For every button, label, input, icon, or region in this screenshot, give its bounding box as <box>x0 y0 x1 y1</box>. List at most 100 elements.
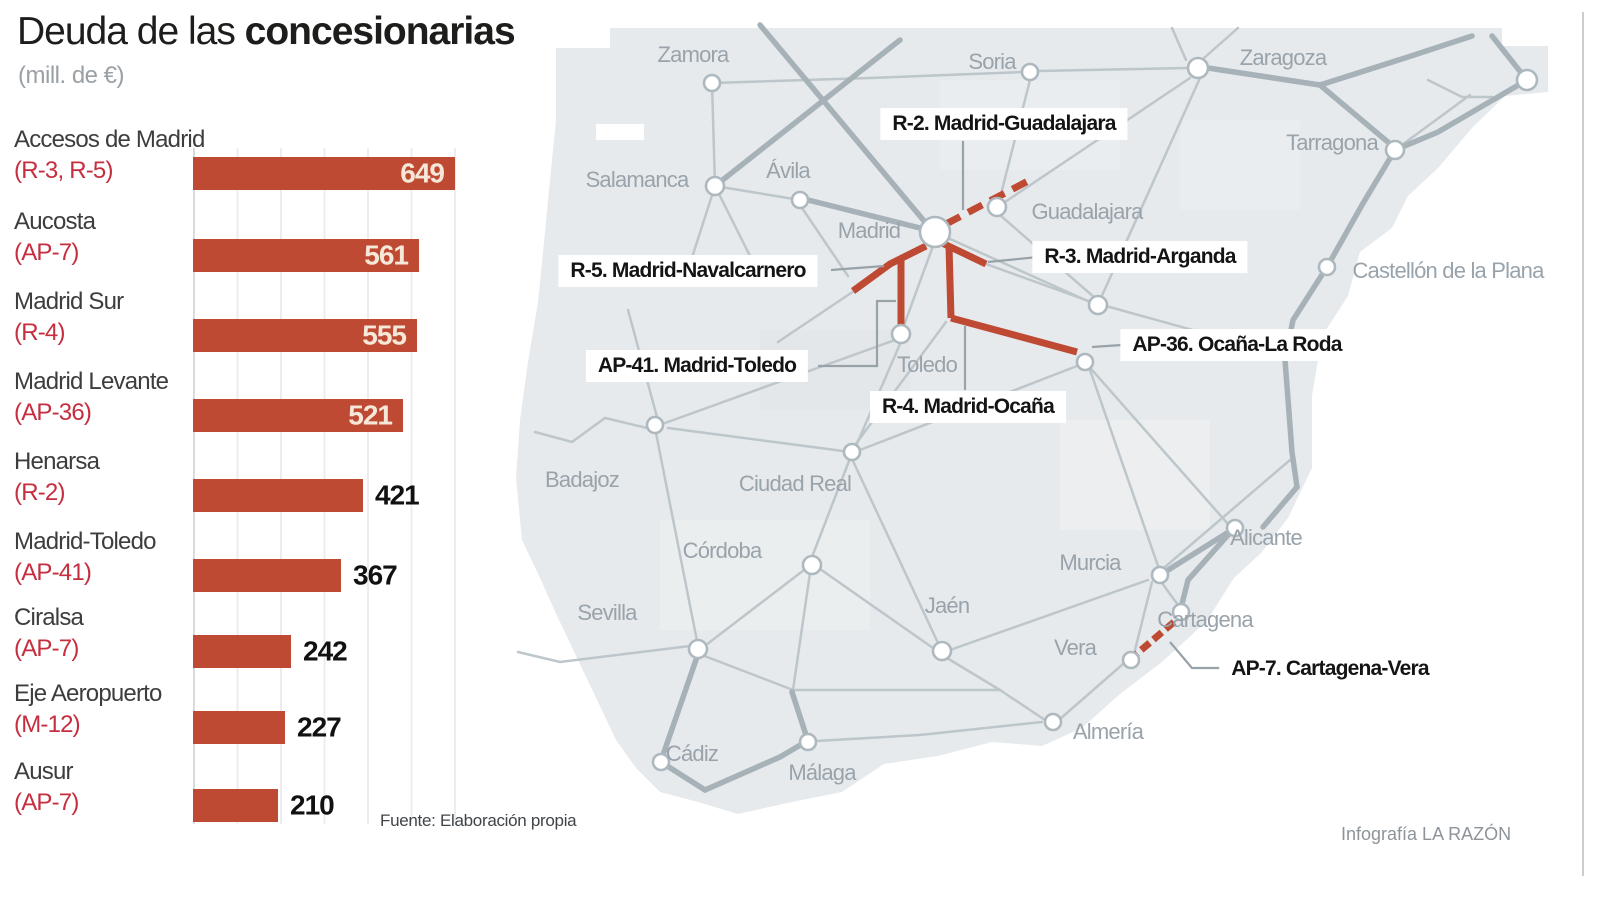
map-highway-label: R-4. Madrid-Ocaña <box>870 391 1066 423</box>
city-node <box>1075 352 1095 372</box>
toll-road-r5 <box>850 242 928 294</box>
city-node <box>1515 68 1539 92</box>
bar: 521 <box>193 399 403 432</box>
city-node <box>1087 294 1109 316</box>
category-code: (R-3, R-5) <box>14 157 113 184</box>
map-city-label: Ávila <box>766 158 810 183</box>
bar: 561 <box>193 239 419 272</box>
bar-row: Madrid Levante (AP-36) 521 <box>14 366 534 438</box>
map-city-label: Zamora <box>657 42 730 67</box>
city-node <box>645 415 665 435</box>
title-regular: Deuda de las <box>17 10 245 53</box>
bar: 367 <box>193 559 398 592</box>
bar: 555 <box>193 319 417 352</box>
map-city-label: Cartagena <box>1157 607 1253 632</box>
toll-road-r2 <box>944 177 1030 228</box>
category-name: Madrid-Toledo <box>14 528 156 555</box>
toll-road-r4 <box>945 245 955 319</box>
city-node <box>1020 62 1040 82</box>
map-city-label: Cádiz <box>665 741 719 766</box>
bar-value: 649 <box>400 156 445 188</box>
city-node <box>890 323 912 345</box>
city-node <box>651 752 671 772</box>
category-name: Ciralsa <box>14 604 84 631</box>
credit-note: Infografía LA RAZÓN <box>1341 824 1512 844</box>
map-city-label: Sevilla <box>577 600 637 625</box>
city-node <box>1384 139 1406 161</box>
map-city-label: Alicante <box>1230 525 1303 550</box>
bar-row: Aucosta (AP-7) 561 <box>14 206 534 278</box>
map-highway-label: AP-36. Ocaña-La Roda <box>1120 329 1354 361</box>
title-bold: concesionarias <box>244 10 516 53</box>
city-node <box>702 73 722 93</box>
bar: 227 <box>193 711 342 744</box>
bar-row: Accesos de Madrid (R-3, R-5) 649 <box>14 124 534 196</box>
map-city-label: Córdoba <box>682 538 763 563</box>
city-node <box>986 196 1008 218</box>
map-city-label: Castellón de la Plana <box>1352 258 1544 283</box>
bar: 242 <box>193 635 348 668</box>
bar-row: Madrid Sur (R-4) 555 <box>14 286 534 358</box>
bar-row: Madrid-Toledo (AP-41) 367 <box>14 526 534 598</box>
map-city-label: Guadalajara <box>1031 199 1143 224</box>
map-city-label: Vera <box>1053 635 1097 660</box>
category-name: Eje Aeropuerto <box>14 680 162 707</box>
label-leader-lines <box>818 141 1227 670</box>
main-road-network <box>658 22 1530 794</box>
map-highway-label: R-5. Madrid-Navalcarnero <box>558 255 818 287</box>
category-code: (AP-41) <box>14 559 92 586</box>
map-city-label: Ciudad Real <box>738 471 852 496</box>
bar-value: 210 <box>290 788 335 820</box>
bar-value: 521 <box>348 398 393 430</box>
city-node-madrid <box>918 215 952 249</box>
map-highway-label: R-3. Madrid-Arganda <box>1032 241 1248 273</box>
toll-road-ap7 <box>1130 619 1177 660</box>
bar-value: 561 <box>364 238 409 270</box>
city-nodes <box>645 56 1539 772</box>
map-city-label: Zaragoza <box>1239 45 1327 70</box>
category-code: (AP-7) <box>14 635 79 662</box>
bar-value: 367 <box>353 558 398 590</box>
category-code: (M-12) <box>14 711 81 738</box>
bar: 421 <box>193 479 420 512</box>
bar-value: 227 <box>297 710 342 742</box>
city-node <box>704 175 726 197</box>
city-node <box>842 442 862 462</box>
city-node <box>931 640 953 662</box>
page-title: Deuda de las concesionarias <box>17 10 516 54</box>
map-highway-label: R-2. Madrid-Guadalajara <box>880 108 1128 140</box>
category-code: (AP-36) <box>14 399 92 426</box>
bar-row: Ausur (AP-7) 210 <box>14 756 534 828</box>
city-node <box>1171 602 1191 622</box>
category-code: (R-2) <box>14 479 65 506</box>
category-code: (AP-7) <box>14 239 79 266</box>
map-city-label: Toledo <box>896 352 958 377</box>
bar: 210 <box>193 789 335 822</box>
map-city-label: Tarragona <box>1286 130 1379 155</box>
toll-road-ap36 <box>950 314 1078 356</box>
category-name: Ausur <box>14 758 73 785</box>
map-city-label: Salamanca <box>585 167 690 192</box>
bar-value: 242 <box>303 634 348 666</box>
map-highway-label: AP-41. Madrid-Toledo <box>585 350 809 382</box>
city-node <box>1121 650 1141 670</box>
bar: 649 <box>193 157 455 190</box>
city-node <box>1186 56 1210 80</box>
map-city-label: Jaén <box>924 593 970 618</box>
map-city-label: Madrid <box>837 218 901 243</box>
city-node <box>1317 257 1337 277</box>
city-node <box>687 638 709 660</box>
map-city-label: Murcia <box>1059 550 1121 575</box>
map-city-label: Málaga <box>788 760 856 785</box>
bar-value: 555 <box>362 318 407 350</box>
city-node <box>798 732 818 752</box>
category-name: Madrid Sur <box>14 288 124 315</box>
city-node <box>1043 712 1063 732</box>
map-highway-label: AP-7. Cartagena-Vera <box>1219 653 1441 685</box>
map-city-label: Soria <box>968 49 1016 74</box>
bar-row: Henarsa (R-2) 421 <box>14 446 534 518</box>
bar-value: 421 <box>375 478 420 510</box>
category-code: (R-4) <box>14 319 65 346</box>
category-name: Accesos de Madrid <box>14 126 205 153</box>
